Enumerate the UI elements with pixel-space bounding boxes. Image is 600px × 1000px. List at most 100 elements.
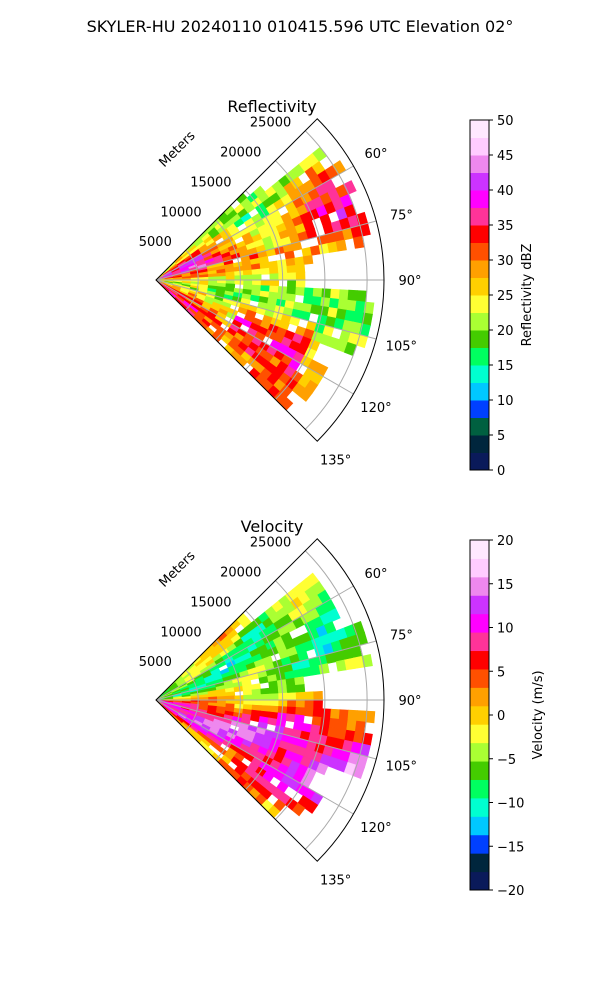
data-cell xyxy=(252,699,262,706)
angle-tick-label: 75° xyxy=(390,628,413,643)
data-cell xyxy=(267,717,278,726)
data-cell xyxy=(295,707,306,716)
azimuth-spoke xyxy=(155,279,377,340)
data-cell xyxy=(260,693,271,701)
data-cell xyxy=(356,710,367,723)
colorbar-swatch xyxy=(470,120,489,138)
colorbar-swatch xyxy=(470,632,489,652)
radial-tick-label: 25000 xyxy=(250,536,291,551)
velocity-angle-ticks: 60° 75° 90° 105° 120° 135° xyxy=(320,567,422,889)
colorbar-swatch xyxy=(470,558,489,578)
data-cell xyxy=(250,714,261,723)
data-cell xyxy=(285,713,296,723)
data-cell xyxy=(269,693,280,701)
data-cell xyxy=(354,300,366,314)
velocity-radial-ticks: 5000 10000 15000 20000 25000 xyxy=(139,536,292,670)
colorbar-tick-label: 40 xyxy=(497,184,514,199)
angle-tick-label: 135° xyxy=(320,454,351,469)
colorbar-swatch xyxy=(470,260,489,278)
colorbar-swatch xyxy=(470,452,489,471)
colorbar-swatch xyxy=(470,724,489,744)
data-cell xyxy=(354,720,366,734)
data-cell xyxy=(352,235,365,249)
data-cell xyxy=(295,699,306,709)
colorbar-swatch xyxy=(470,382,489,401)
data-cell xyxy=(225,275,236,281)
data-cell xyxy=(343,341,357,356)
reflectivity-radial-ticks: 5000 10000 15000 20000 25000 xyxy=(139,116,292,250)
data-cell xyxy=(347,289,358,302)
colorbar-tick-label: 15 xyxy=(497,359,514,374)
data-cell xyxy=(285,257,296,267)
colorbar-swatch xyxy=(470,853,489,873)
colorbar-swatch xyxy=(470,761,489,780)
colorbar-swatch xyxy=(470,312,489,331)
data-cell xyxy=(313,690,323,701)
data-cell xyxy=(260,279,271,287)
azimuth-spoke xyxy=(155,220,377,281)
data-cell xyxy=(312,287,323,298)
colorbar-tick-label: 0 xyxy=(497,464,505,479)
colorbar-swatch xyxy=(470,295,489,313)
data-cell xyxy=(335,239,347,252)
colorbar-tick-label: 35 xyxy=(497,219,514,234)
colorbar-swatch xyxy=(470,650,489,670)
reflectivity-title: Reflectivity xyxy=(227,97,316,116)
reflectivity-radial-axis-label: Meters xyxy=(157,128,199,170)
data-cell xyxy=(304,799,319,814)
data-cell xyxy=(302,254,314,265)
reflectivity-colorbar: 0 5 10 15 20 25 30 35 40 45 50 xyxy=(469,114,514,479)
colorbar-tick-label: 50 xyxy=(497,114,514,129)
colorbar-swatch xyxy=(470,687,489,707)
data-cell xyxy=(269,699,280,707)
reflectivity-panel: Reflectivity 5000 10000 15000 20000 25000 60… xyxy=(139,97,535,479)
data-cell xyxy=(328,718,340,730)
colorbar-swatch xyxy=(470,834,489,854)
colorbar-swatch xyxy=(470,400,489,418)
colorbar-swatch xyxy=(470,225,489,243)
colorbar-tick-label: 20 xyxy=(497,534,514,549)
angle-tick-label: 75° xyxy=(390,208,413,223)
reflectivity-angle-ticks: 60° 75° 90° 105° 120° 135° xyxy=(320,147,422,469)
data-cell xyxy=(250,294,261,303)
data-cell xyxy=(321,288,332,299)
data-cell xyxy=(252,694,262,701)
data-cell xyxy=(287,272,297,281)
data-cell xyxy=(320,717,331,728)
data-cell xyxy=(286,265,297,274)
radial-tick-label: 5000 xyxy=(139,655,172,670)
colorbar-swatch xyxy=(470,797,489,817)
colorbar-swatch xyxy=(470,137,489,156)
colorbar-swatch xyxy=(470,540,489,559)
colorbar-tick-label: 15 xyxy=(497,578,514,593)
data-cell xyxy=(304,691,315,701)
data-cell xyxy=(330,708,341,720)
radial-tick-label: 10000 xyxy=(160,205,201,220)
polar-frame xyxy=(155,118,385,442)
data-cell xyxy=(287,279,297,288)
data-cell xyxy=(328,298,340,310)
data-cell xyxy=(346,719,357,732)
radial-tick-label: 10000 xyxy=(160,625,201,640)
data-cell xyxy=(330,288,341,300)
colorbar-swatch xyxy=(470,417,489,436)
data-cell xyxy=(269,266,279,275)
data-cell xyxy=(338,709,349,721)
data-cell xyxy=(242,269,253,276)
data-cell xyxy=(312,707,323,718)
data-cell xyxy=(260,699,271,707)
data-cell xyxy=(268,260,279,269)
figure-title: SKYLER-HU 20240110 010415.596 UTC Elevat… xyxy=(87,17,514,36)
data-cell xyxy=(291,802,306,817)
data-cell xyxy=(347,709,358,722)
colorbar-swatch xyxy=(470,277,489,296)
angle-tick-label: 90° xyxy=(398,694,421,709)
colorbar-tick-label: 5 xyxy=(497,429,505,444)
radial-tick-label: 15000 xyxy=(190,175,231,190)
data-cell xyxy=(287,699,297,708)
angle-tick-label: 60° xyxy=(364,147,387,162)
data-cell xyxy=(295,287,306,296)
colorbar-swatch xyxy=(470,155,489,173)
data-cell xyxy=(216,276,227,281)
